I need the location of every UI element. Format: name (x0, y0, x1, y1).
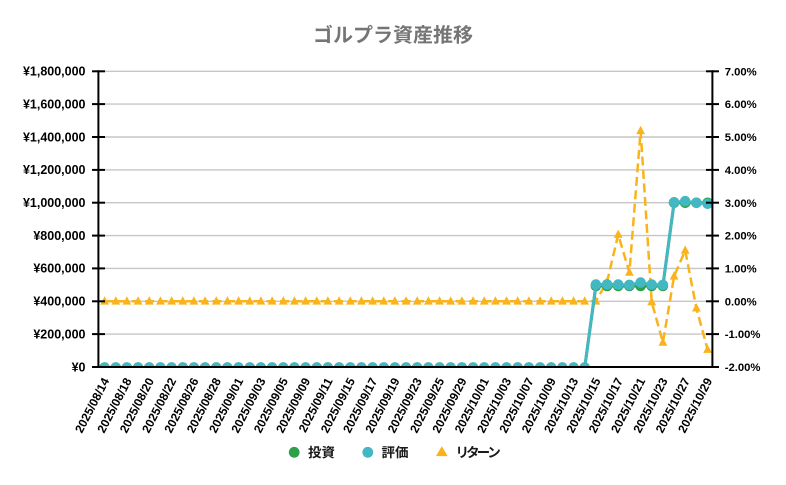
svg-text:5.00%: 5.00% (725, 132, 757, 144)
svg-text:¥200,000: ¥200,000 (33, 327, 85, 341)
svg-text:¥1,000,000: ¥1,000,000 (23, 196, 86, 210)
svg-text:7.00%: 7.00% (725, 66, 757, 78)
svg-text:¥400,000: ¥400,000 (33, 295, 85, 309)
svg-text:0.00%: 0.00% (725, 296, 757, 308)
svg-text:¥600,000: ¥600,000 (33, 262, 85, 276)
svg-text:¥1,600,000: ¥1,600,000 (23, 97, 86, 111)
svg-text:¥0: ¥0 (72, 360, 86, 374)
svg-text:-2.00%: -2.00% (725, 362, 761, 374)
svg-text:-1.00%: -1.00% (725, 329, 761, 341)
svg-text:¥1,200,000: ¥1,200,000 (23, 163, 86, 177)
svg-text:¥1,400,000: ¥1,400,000 (23, 130, 86, 144)
svg-text:6.00%: 6.00% (725, 99, 757, 111)
svg-text:3.00%: 3.00% (725, 198, 757, 210)
svg-text:4.00%: 4.00% (725, 165, 757, 177)
svg-text:2.00%: 2.00% (725, 231, 757, 243)
svg-text:¥1,800,000: ¥1,800,000 (23, 65, 86, 79)
svg-text:¥800,000: ¥800,000 (33, 229, 85, 243)
svg-text:1.00%: 1.00% (725, 264, 757, 276)
